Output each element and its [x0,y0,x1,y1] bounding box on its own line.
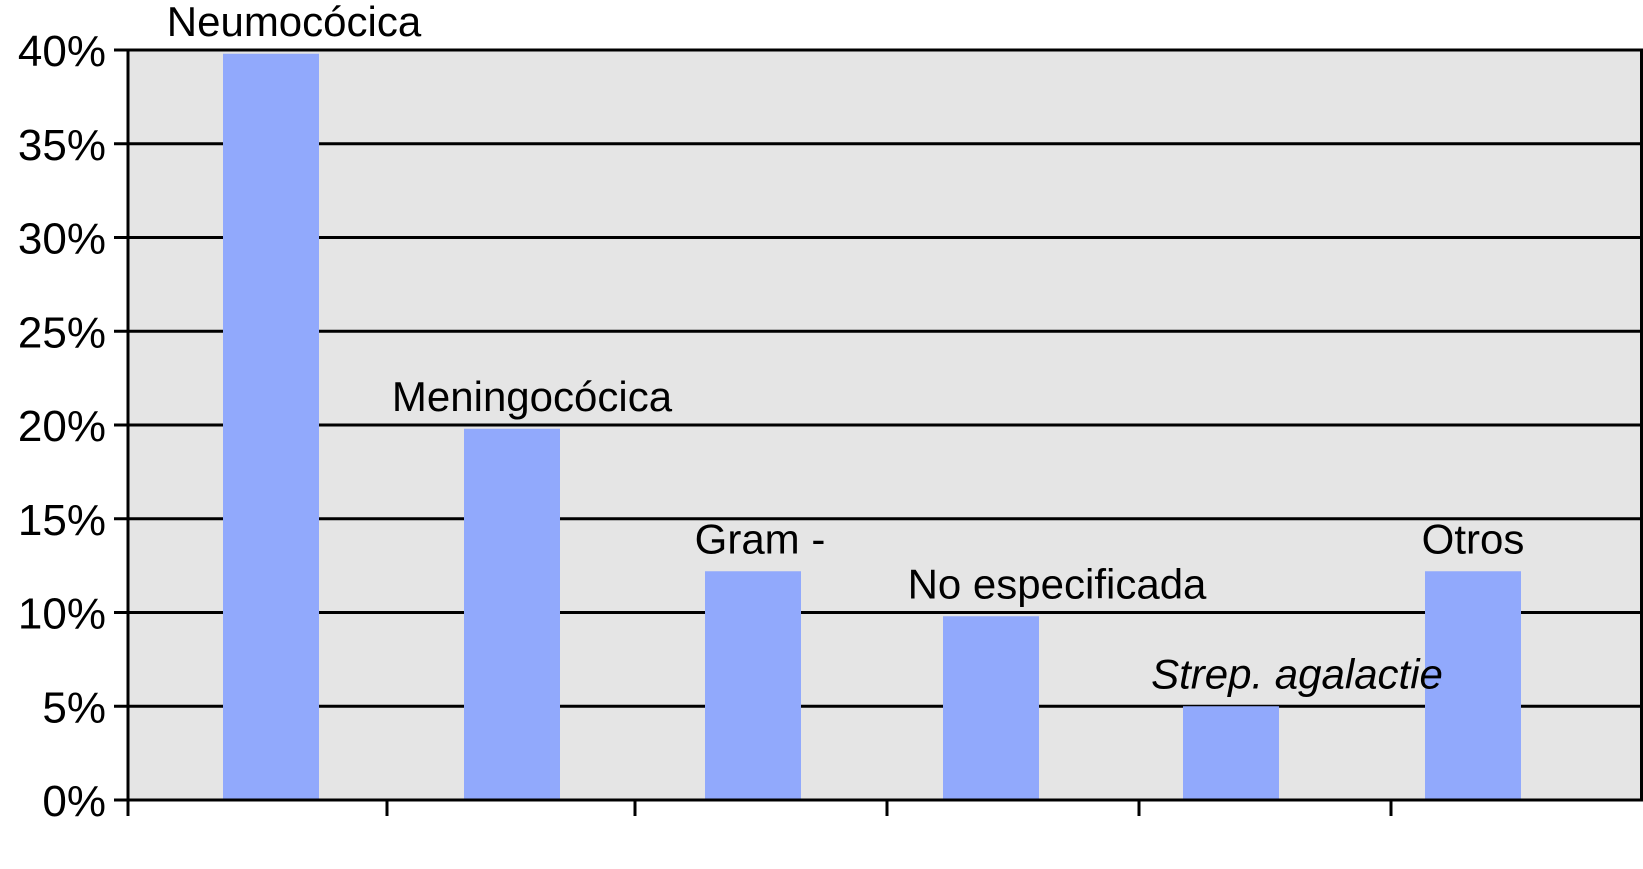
y-tick-label: 5% [42,683,106,732]
bar-1 [464,428,560,800]
bar-5 [1425,571,1521,800]
y-tick-label: 0% [42,777,106,826]
y-tick-label: 20% [18,402,106,451]
bar-0 [223,53,319,800]
category-label-1: Meningocócica [392,373,673,420]
bar-4 [1183,706,1279,800]
category-label-5: Otros [1422,515,1525,562]
bars [223,53,1521,800]
bar-3 [943,616,1039,800]
category-label-0: Neumocócica [167,0,422,45]
category-label-4: Strep. agalactie [1151,650,1443,697]
y-tick-label: 40% [18,27,106,76]
category-label-3: No especificada [908,560,1207,607]
y-tick-label: 15% [18,496,106,545]
y-tick-labels: 0% 5% 10% 15% 20% 25% 30% 35% 40% [18,27,106,826]
axes [126,48,1643,816]
y-tick-label: 25% [18,308,106,357]
y-tick-label: 10% [18,590,106,639]
y-tick-label: 30% [18,215,106,264]
bar-2 [705,571,801,800]
y-tick-label: 35% [18,121,106,170]
category-label-2: Gram - [695,515,826,562]
data-labels: Neumocócica Meningocócica Gram - No especif… [167,0,1525,697]
